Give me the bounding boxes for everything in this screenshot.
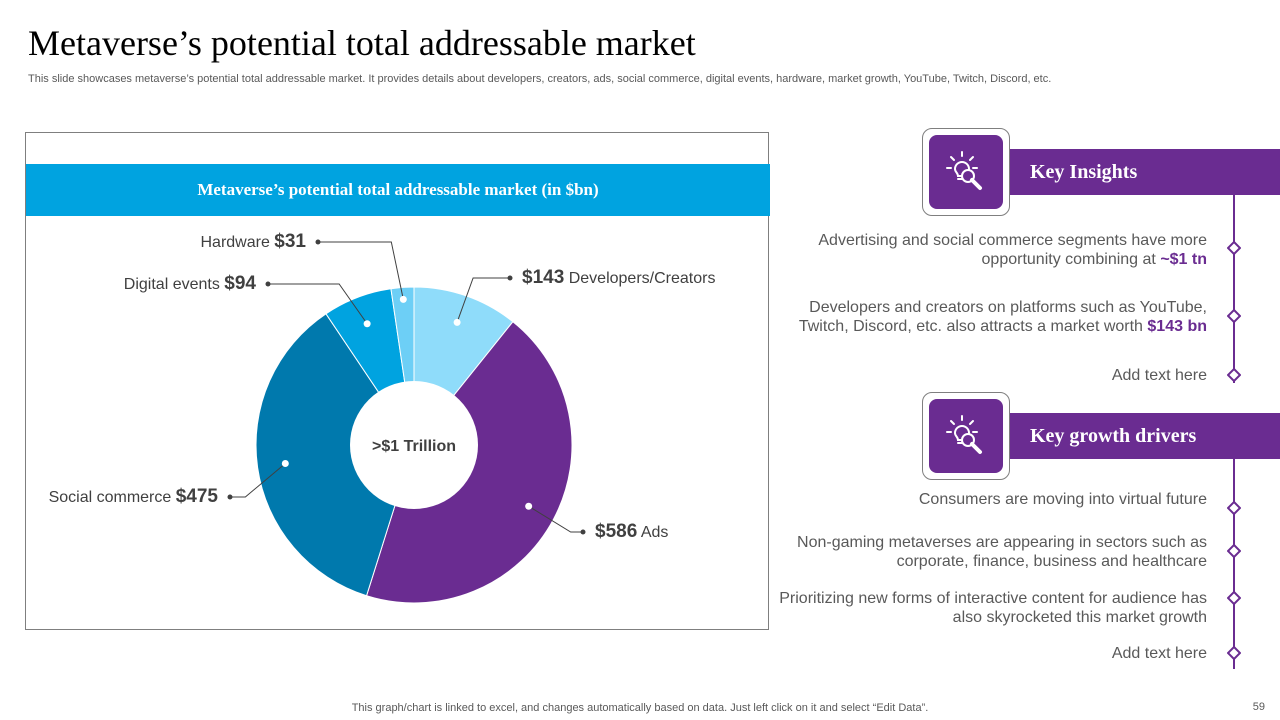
page-number: 59 [1252,701,1265,713]
key-insights-header: Key Insights [1010,149,1280,195]
key-insights-icon-frame [922,128,1010,216]
insight-item-1: Advertising and social commerce segments… [818,232,1207,268]
insights-timeline [1233,195,1235,383]
growth-drivers-header: Key growth drivers [1010,413,1280,459]
leader-line [230,463,286,498]
leader-end-dot [265,281,271,287]
driver-marker-2 [1227,544,1241,558]
donut-center-label: >$1 Trillion [372,438,456,455]
slice-dot [281,460,289,468]
driver-marker-1 [1227,501,1241,515]
insight-item-2: Developers and creators on platforms suc… [798,299,1207,335]
slice-label: Social commerce $475 [49,486,219,507]
growth-drivers-icon-frame [922,392,1010,480]
leader-line [318,241,404,300]
driver-marker-4 [1227,646,1241,660]
slice-label: Digital events $94 [124,273,257,294]
slice-label: Hardware $31 [200,231,306,252]
leader-line [268,283,368,325]
lightbulb-magnifier-icon [946,151,982,190]
driver-item-4[interactable]: Add text here [1111,645,1207,662]
pie-chart[interactable]: $143 Developers/Creators $586 Ads Social c… [26,133,770,631]
leader-line [528,505,583,533]
insight-marker-3 [1227,368,1241,382]
slide-subtitle: This slide showcases metaverse’s potenti… [28,73,1052,85]
leader-end-dot [315,239,321,245]
leader-end-dot [227,494,233,500]
slice-dot [453,318,461,326]
slice-dot [363,320,371,328]
driver-item-3: Prioritizing new forms of interactive co… [779,590,1207,626]
slice-dot [525,502,533,510]
drivers-timeline [1233,459,1235,669]
slice-dot [399,295,407,303]
lightbulb-magnifier-icon [946,415,982,454]
driver-item-2: Non-gaming metaverses are appearing in s… [797,534,1207,570]
chart-container[interactable]: Metaverse’s potential total addressable … [25,132,770,631]
insight-marker-1 [1227,241,1241,255]
insight-marker-2 [1227,309,1241,323]
chart-title: Metaverse’s potential total addressable … [26,164,770,216]
donut-hole [350,381,478,509]
slide-title: Metaverse’s potential total addressable … [28,23,696,63]
driver-item-1: Consumers are moving into virtual future [918,491,1207,508]
footer-note: This graph/chart is linked to excel, and… [351,702,929,714]
pie-slice-social-commerce[interactable] [255,313,415,597]
driver-marker-3 [1227,591,1241,605]
leader-line [456,277,510,323]
insight-item-3[interactable]: Add text here [1111,367,1207,384]
leader-end-dot [507,275,513,281]
slice-label: $143 Developers/Creators [522,267,715,288]
slice-label: $586 Ads [595,521,668,542]
leader-end-dot [580,529,586,535]
